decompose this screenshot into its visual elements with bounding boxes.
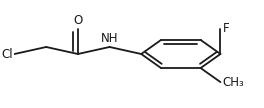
Text: CH₃: CH₃ <box>223 76 244 89</box>
Text: O: O <box>73 14 83 27</box>
Text: Cl: Cl <box>2 48 13 60</box>
Text: NH: NH <box>101 32 118 45</box>
Text: F: F <box>223 22 229 35</box>
